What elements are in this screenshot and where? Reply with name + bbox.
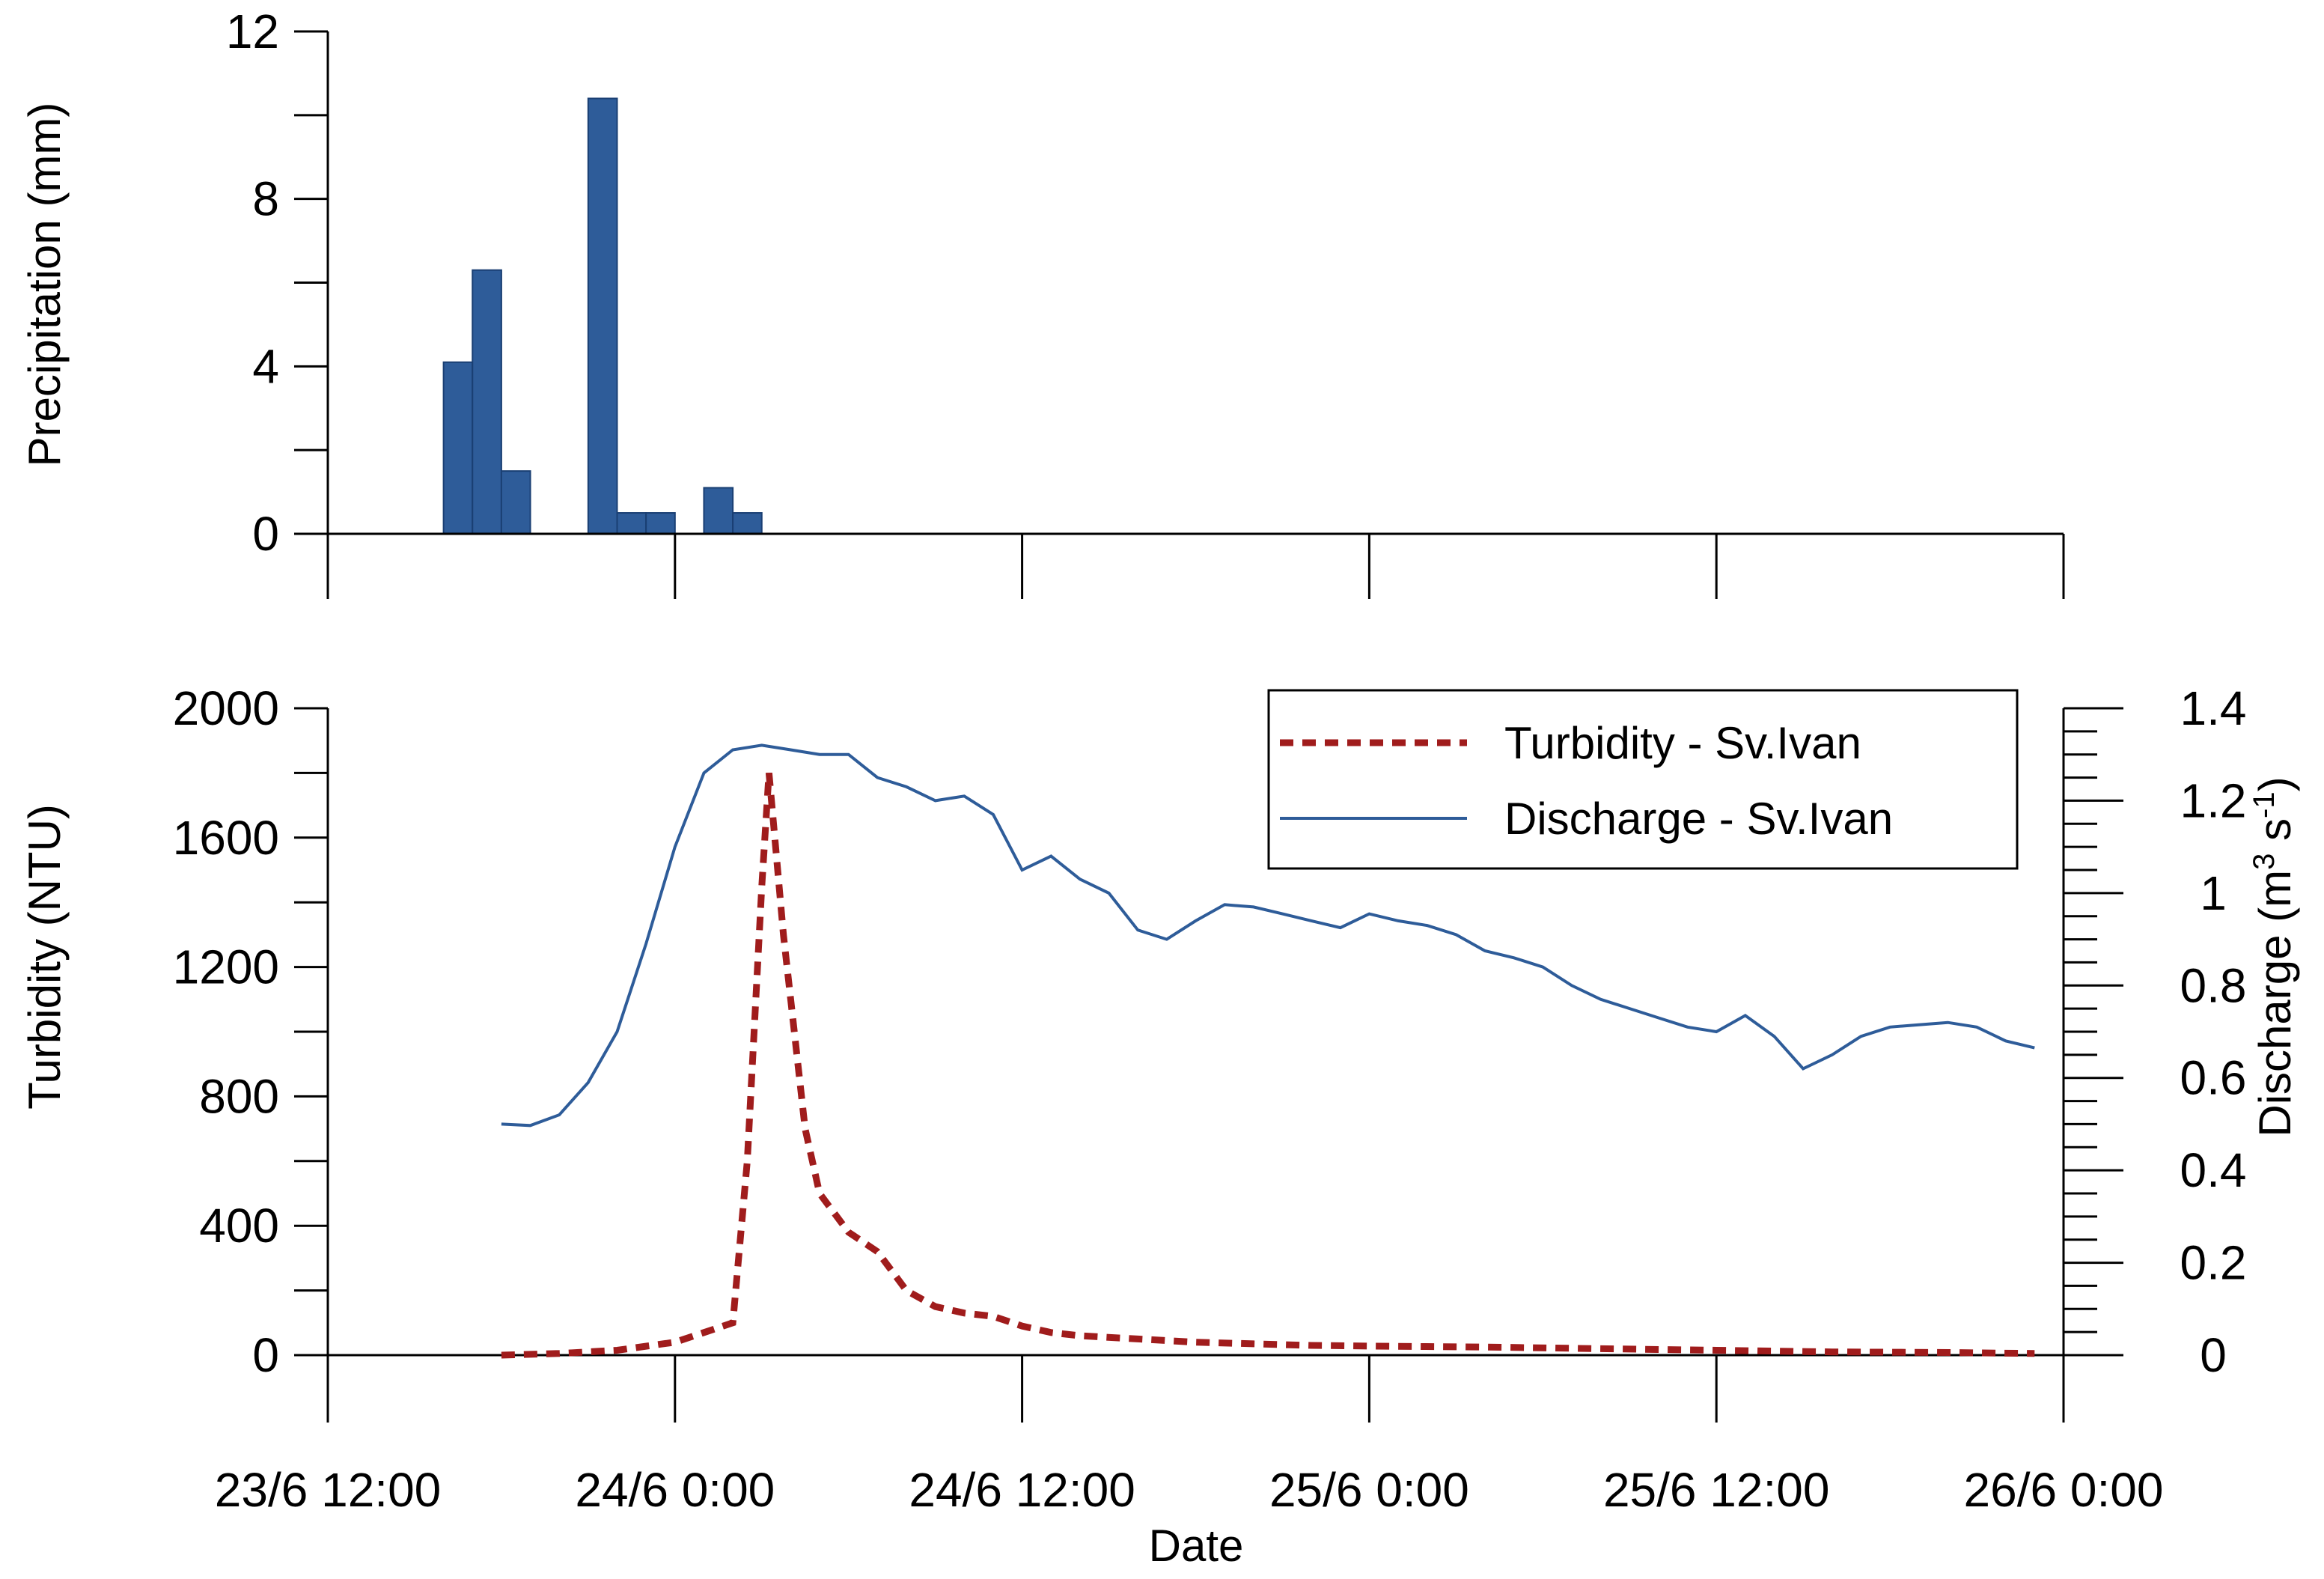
discharge-y-tick-label: 1.4 (2180, 681, 2247, 735)
precipitation-bar (472, 269, 502, 535)
legend-label-discharge: Discharge - Sv.Ivan (1504, 794, 1893, 844)
turbidity-y-tick-label: 400 (199, 1199, 279, 1253)
legend-label-turbidity: Turbidity - Sv.Ivan (1504, 718, 1861, 768)
precipitation-y-tick-label: 4 (252, 339, 279, 393)
turbidity-discharge-axes: 23/6 12:00 24/6 0:00 24/6 12:00 25/6 0:00 25… (173, 681, 2247, 1517)
precipitation-bar (500, 470, 531, 535)
precipitation-bars (442, 97, 763, 535)
precipitation-bar (732, 512, 763, 535)
turbidity-y-tick-label: 2000 (173, 681, 279, 735)
discharge-y-tick-label: 0.2 (2180, 1236, 2247, 1290)
precipitation-bar (703, 487, 734, 535)
discharge-y-tick-label: 1.2 (2180, 773, 2247, 827)
discharge-axis-label: Discharge (m3 s-1) (2248, 776, 2300, 1137)
turbidity-y-tick-label: 800 (199, 1069, 279, 1123)
precipitation-axes: 0 4 8 12 (226, 4, 2065, 599)
precipitation-axis-label: Precipitation (mm) (19, 103, 70, 467)
precipitation-bar (587, 97, 618, 535)
turbidity-series-line (501, 772, 2035, 1359)
legend: Turbidity - Sv.Ivan Discharge - Sv.Ivan (1267, 689, 2019, 870)
precipitation-y-tick-label: 0 (252, 507, 279, 561)
date-x-tick-label: 26/6 0:00 (1964, 1463, 2164, 1517)
date-x-tick-label: 25/6 0:00 (1269, 1463, 1469, 1517)
turbidity-y-tick-label: 0 (252, 1328, 279, 1382)
discharge-y-tick-label: 0.6 (2180, 1051, 2247, 1105)
turbidity-discharge-panel: 23/6 12:00 24/6 0:00 24/6 12:00 25/6 0:00 25… (19, 681, 2300, 1571)
precipitation-bar (616, 512, 647, 535)
discharge-y-tick-label: 1 (2200, 866, 2227, 920)
legend-box (1267, 689, 2019, 870)
precipitation-panel: 0 4 8 12 Precipitation (mm) (19, 4, 2065, 599)
date-x-tick-label: 25/6 12:00 (1603, 1463, 1830, 1517)
precipitation-bar (645, 512, 676, 535)
date-x-tick-label: 24/6 12:00 (909, 1463, 1135, 1517)
turbidity-y-tick-label: 1600 (173, 811, 279, 865)
discharge-y-tick-label: 0 (2200, 1328, 2227, 1382)
discharge-series-line (501, 743, 2035, 1128)
discharge-y-tick-label: 0.8 (2180, 958, 2247, 1012)
turbidity-axis-label: Turbidity (NTU) (19, 804, 70, 1110)
precipitation-bar (442, 361, 474, 535)
precipitation-y-tick-label: 12 (226, 4, 279, 58)
discharge-y-tick-label: 0.4 (2180, 1143, 2247, 1197)
date-x-tick-label: 24/6 0:00 (575, 1463, 775, 1517)
date-x-tick-label: 23/6 12:00 (215, 1463, 442, 1517)
date-axis-label: Date (1149, 1521, 1244, 1571)
turbidity-y-tick-label: 1200 (173, 940, 279, 994)
precipitation-y-tick-label: 8 (252, 172, 279, 226)
